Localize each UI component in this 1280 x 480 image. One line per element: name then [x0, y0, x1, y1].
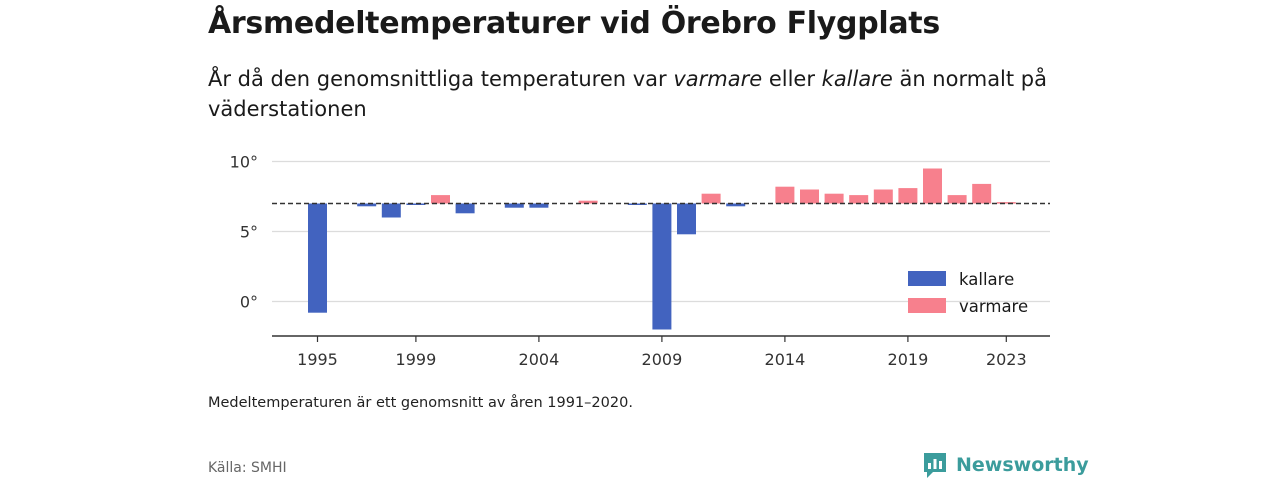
x-tick-label: 2023: [986, 350, 1027, 369]
bar-2009: [652, 203, 672, 330]
x-tick-label: 2019: [888, 350, 929, 369]
subtitle-text-1: År då den genomsnittliga temperaturen va…: [208, 67, 674, 91]
legend-label-varmare: varmare: [959, 297, 1028, 316]
temperature-bar-chart: 0° 5° 10° 1995 1999 2004 2009 2014 2019 2023 kalla…: [230, 153, 1050, 369]
bar-1997: [357, 203, 377, 207]
bar-2017: [849, 195, 869, 204]
x-tick-label: 2014: [765, 350, 806, 369]
brand-logo: Newsworthy: [922, 451, 1089, 479]
legend-swatch-kallare: [908, 271, 946, 286]
x-tick-label: 2009: [642, 350, 683, 369]
y-tick-label: 0°: [240, 293, 258, 312]
bar-1999: [406, 203, 426, 205]
bar-2004: [529, 203, 549, 208]
brand-name: Newsworthy: [956, 454, 1089, 476]
subtitle-text-2: eller: [762, 67, 822, 91]
bar-2011: [701, 193, 721, 204]
y-tick-label: 10°: [230, 153, 258, 172]
bar-2020: [923, 168, 942, 204]
bar-2019: [898, 188, 918, 204]
chart-subtitle: År då den genomsnittliga temperaturen va…: [208, 64, 1058, 124]
legend-swatch-varmare: [908, 298, 946, 313]
bar-2001: [455, 203, 475, 214]
bar-2010: [677, 203, 696, 235]
newsworthy-logo-icon: [924, 453, 946, 478]
y-tick-label: 5°: [240, 223, 258, 242]
bar-2008: [627, 203, 647, 205]
legend-label-kallare: kallare: [959, 270, 1014, 289]
subtitle-warmer: varmare: [673, 67, 763, 91]
x-tick-label: 1999: [396, 350, 437, 369]
bar-2022: [972, 183, 992, 204]
chart-note: Medeltemperaturen är ett genomsnitt av å…: [208, 395, 633, 411]
bar-2012: [726, 203, 746, 207]
bar-2000: [431, 195, 450, 204]
bar-2003: [504, 203, 524, 208]
bar-2018: [873, 189, 893, 204]
bar-1995: [308, 203, 327, 313]
x-tick-label: 2004: [519, 350, 560, 369]
bar-2016: [824, 193, 844, 204]
x-tick-label: 1995: [297, 350, 338, 369]
bar-2015: [800, 189, 819, 204]
source-label: Källa: SMHI: [208, 460, 287, 476]
bar-1998: [381, 203, 401, 218]
bar-2021: [947, 195, 967, 204]
bar-2023: [996, 202, 1016, 204]
chart-title: Årsmedeltemperaturer vid Örebro Flygplat…: [208, 6, 940, 41]
subtitle-colder: kallare: [821, 67, 893, 91]
bar-2014: [775, 186, 795, 204]
subtitle-text-3: än normalt på väderstationen: [208, 67, 1047, 121]
bar-2006: [578, 200, 598, 204]
